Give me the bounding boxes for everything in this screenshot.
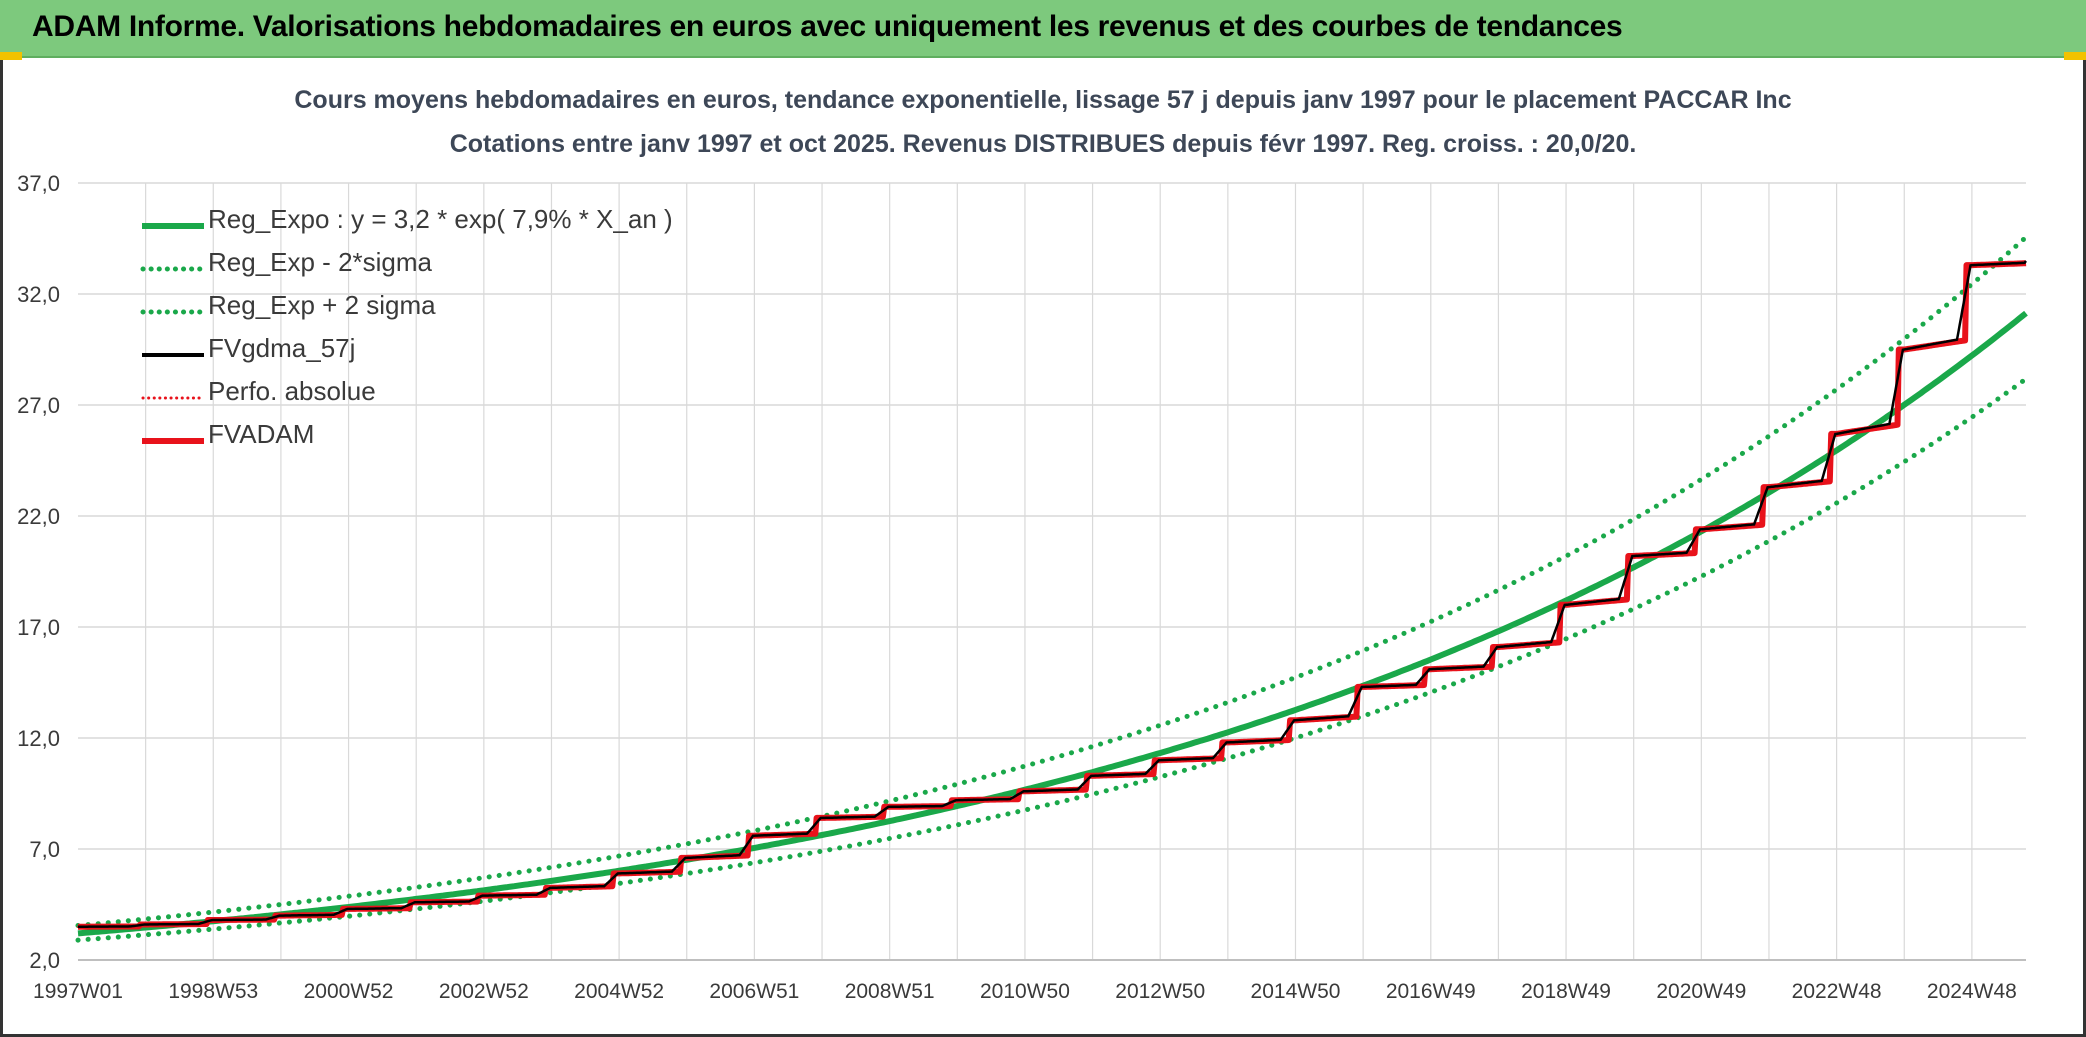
x-tick-label: 1997W01 — [33, 980, 123, 1003]
y-tick-label: 2,0 — [29, 948, 60, 973]
x-tick-label: 2024W48 — [1927, 980, 2017, 1003]
legend-swatch-perfo-absolue — [141, 396, 206, 400]
x-tick-label: 2018W49 — [1521, 980, 1611, 1003]
x-tick-label: 2014W50 — [1251, 980, 1341, 1003]
y-tick-label: 37,0 — [17, 171, 60, 196]
legend-swatch-reg-exp-minus — [140, 266, 206, 272]
y-tick-label: 17,0 — [17, 615, 60, 640]
legend-label-reg-exp-minus: Reg_Exp - 2*sigma — [208, 247, 432, 277]
x-tick-label: 2006W51 — [709, 980, 799, 1003]
corner-mark-right — [2064, 52, 2086, 60]
chart-subtitle: Cotations entre janv 1997 et oct 2025. R… — [449, 130, 1637, 158]
x-tick-label: 2010W50 — [980, 980, 1070, 1003]
legend-swatch-fvgdma — [142, 353, 204, 357]
corner-mark-left — [0, 52, 22, 60]
x-tick-label: 2022W48 — [1792, 980, 1882, 1003]
legend-swatch-reg-expo — [142, 223, 204, 229]
x-tick-label: 2002W52 — [439, 980, 529, 1003]
x-tick-label: 2016W49 — [1386, 980, 1476, 1003]
y-tick-label: 7,0 — [29, 837, 60, 862]
chart-frame — [0, 60, 2086, 1037]
legend-label-reg-exp-plus: Reg_Exp + 2 sigma — [208, 290, 436, 320]
x-tick-label: 2012W50 — [1115, 980, 1205, 1003]
y-tick-label: 12,0 — [17, 726, 60, 751]
header-banner: ADAM Informe. Valorisations hebdomadaire… — [0, 0, 2086, 58]
series-perfo-absolue — [77, 262, 2027, 928]
series-fvadam — [76, 260, 2028, 930]
y-tick-label: 22,0 — [17, 504, 60, 529]
x-tick-label: 2008W51 — [845, 980, 935, 1003]
legend-swatch-reg-exp-plus — [140, 309, 206, 315]
page-title: ADAM Informe. Valorisations hebdomadaire… — [32, 10, 1623, 43]
series-reg-exp-plus-2sigma — [75, 234, 2029, 928]
x-tick-label: 1998W53 — [168, 980, 258, 1003]
x-tick-label: 2020W49 — [1656, 980, 1746, 1003]
legend-label-perfo-absolue: Perfo. absolue — [208, 376, 376, 406]
series-fvgdma-57j — [78, 260, 2027, 928]
legend-label-reg-expo: Reg_Expo : y = 3,2 * exp( 7,9% * X_an ) — [208, 204, 673, 234]
legend-swatch-fvadam — [142, 438, 204, 444]
legend-label-fvgdma: FVgdma_57j — [208, 333, 356, 363]
y-tick-label: 32,0 — [17, 282, 60, 307]
y-tick-label: 27,0 — [17, 393, 60, 418]
legend-label-fvadam: FVADAM — [208, 419, 315, 449]
series-reg-exp-minus-2sigma — [75, 376, 2029, 943]
x-tick-label: 2000W52 — [304, 980, 394, 1003]
chart-title: Cours moyens hebdomadaires en euros, ten… — [294, 86, 1792, 114]
x-tick-label: 2004W52 — [574, 980, 664, 1003]
